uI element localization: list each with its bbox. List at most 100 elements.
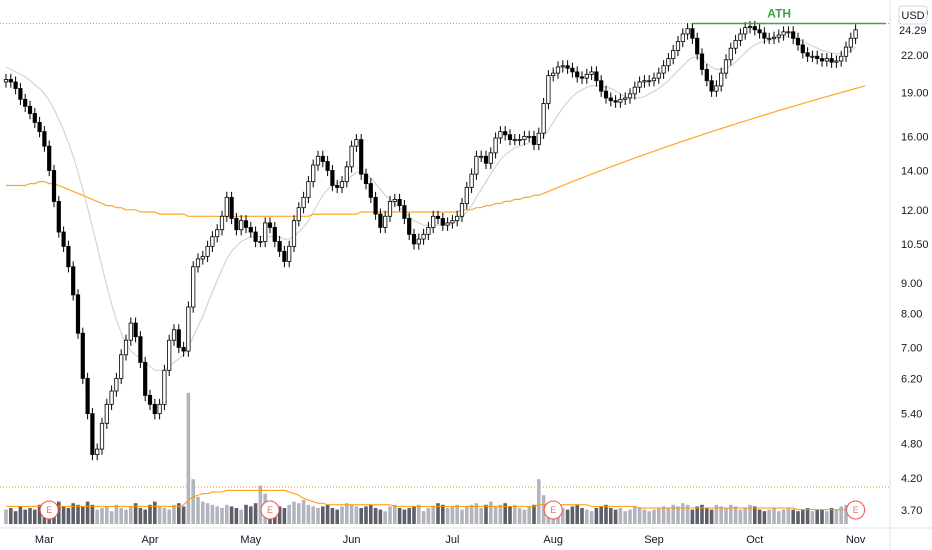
volume-bar xyxy=(623,511,627,524)
candle-body xyxy=(306,181,311,198)
candle-body xyxy=(536,132,541,145)
earnings-marker-label: E xyxy=(550,505,556,515)
candle xyxy=(272,221,277,248)
volume-bar xyxy=(249,506,253,524)
candle xyxy=(224,191,229,222)
candle xyxy=(378,208,383,234)
candle xyxy=(546,70,551,110)
candle-body xyxy=(464,187,469,204)
candle xyxy=(56,195,61,238)
candle xyxy=(647,75,652,87)
candle-body xyxy=(695,37,700,55)
volume-bar xyxy=(441,504,445,524)
candle-body xyxy=(570,67,575,73)
candle-body xyxy=(522,135,527,140)
volume-bar xyxy=(575,504,579,524)
volume-bar xyxy=(719,506,723,524)
candle xyxy=(642,75,647,88)
candle xyxy=(431,210,436,234)
volume-bar xyxy=(138,508,143,524)
candle xyxy=(743,22,748,40)
candle xyxy=(709,75,714,97)
candle-body xyxy=(455,215,460,222)
candle xyxy=(671,44,676,65)
candle xyxy=(767,32,772,44)
volume-bar xyxy=(844,504,848,524)
candle-body xyxy=(435,215,441,219)
candle xyxy=(488,147,493,169)
candle-body xyxy=(647,80,652,83)
candle xyxy=(104,398,109,429)
volume-bar xyxy=(465,506,469,524)
candle-body xyxy=(829,58,834,63)
volume-bar xyxy=(729,504,733,524)
candle xyxy=(339,176,345,194)
candle-body xyxy=(157,403,162,415)
candle xyxy=(839,50,844,67)
volume-bar xyxy=(393,504,397,524)
candle-body xyxy=(195,258,201,268)
candle-body xyxy=(330,170,335,186)
candle xyxy=(75,289,81,339)
currency-badge[interactable]: USD xyxy=(898,5,928,25)
candle-body xyxy=(767,37,772,40)
volume-bar xyxy=(450,506,455,524)
volume-bar xyxy=(407,508,411,524)
volume-bar xyxy=(186,392,191,524)
volume-bar xyxy=(431,506,435,524)
candle-body xyxy=(239,220,244,231)
candlesticks xyxy=(3,21,858,461)
candle xyxy=(147,389,153,411)
candle-body xyxy=(690,28,695,39)
candle xyxy=(90,408,95,461)
candle xyxy=(109,385,114,411)
volume-bar xyxy=(777,511,781,524)
candle-body xyxy=(147,394,153,405)
candle xyxy=(392,193,397,208)
price-axis[interactable]: 26.0022.0019.0016.0014.0012.0010.509.008… xyxy=(901,7,929,517)
volume-bar xyxy=(105,506,109,524)
volume-bar xyxy=(493,506,498,524)
candle-body xyxy=(75,294,81,334)
volume-bar xyxy=(37,504,42,524)
volume-bar xyxy=(229,506,234,524)
volume-bar xyxy=(604,504,608,524)
candle xyxy=(608,92,613,107)
candle-body xyxy=(781,31,786,36)
candle xyxy=(243,215,249,234)
candle xyxy=(599,75,604,97)
candle-body xyxy=(579,76,585,79)
volume-bar xyxy=(172,504,176,524)
volume-bar xyxy=(810,511,815,524)
candle-body xyxy=(23,98,28,107)
candle xyxy=(66,240,71,273)
candle xyxy=(579,71,585,84)
candle-body xyxy=(263,222,268,242)
volume-bar xyxy=(445,508,450,524)
candle xyxy=(757,24,762,39)
candle xyxy=(37,116,42,138)
candle-body xyxy=(229,196,234,219)
candle-body xyxy=(301,196,306,209)
candle xyxy=(167,334,172,376)
time-axis[interactable]: Mar Apr May Jun Jul Aug Sep Oct Nov xyxy=(35,534,866,546)
volume-bar xyxy=(85,501,90,524)
candle xyxy=(263,217,268,248)
candle xyxy=(474,150,479,180)
price-tick-label: 9.00 xyxy=(901,278,922,290)
candle-body xyxy=(493,137,498,154)
candle-body xyxy=(66,245,71,268)
candle xyxy=(666,53,671,72)
plot-area[interactable] xyxy=(0,0,890,528)
currency-badge-box[interactable] xyxy=(898,5,928,25)
volume-bar xyxy=(469,504,474,524)
candle xyxy=(195,253,201,273)
volume-bar xyxy=(681,503,685,524)
moving-averages xyxy=(5,36,866,371)
candle-body xyxy=(114,377,119,392)
candle-body xyxy=(368,183,373,198)
candle-body xyxy=(474,155,479,175)
volume-bar xyxy=(153,501,157,524)
